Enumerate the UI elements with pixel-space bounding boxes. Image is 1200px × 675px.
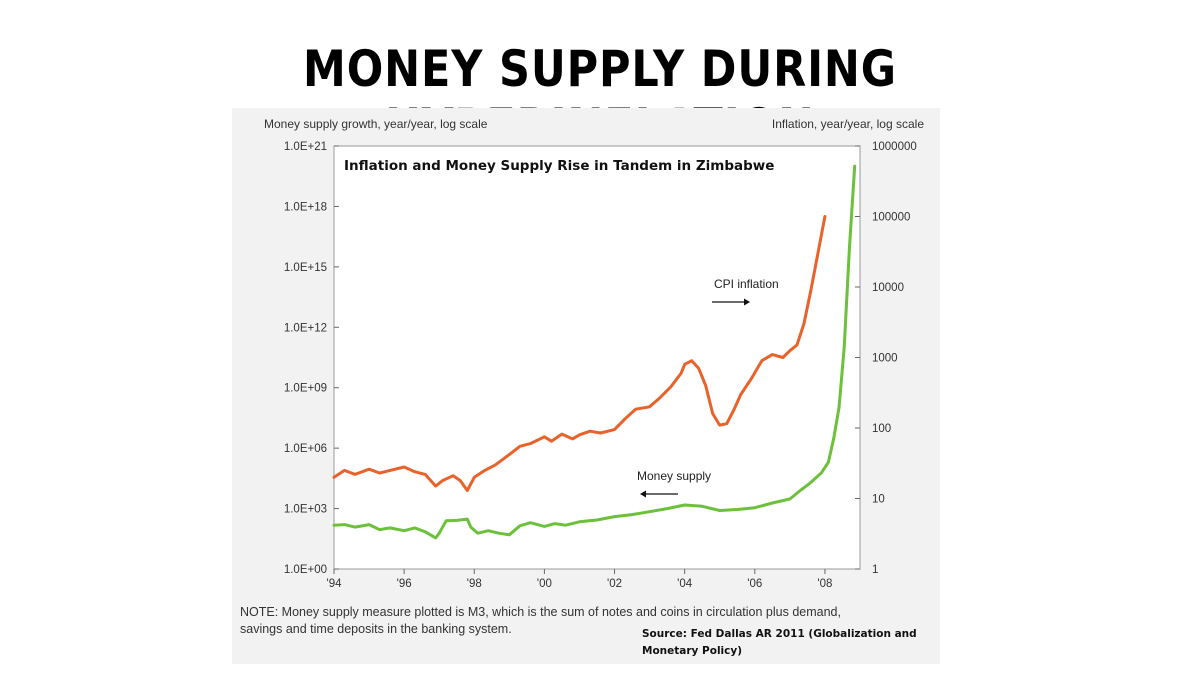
cpi-inflation-line [332,215,827,492]
x-tick-label: '96 [397,578,412,590]
left-tick-label: 1.0E+21 [284,141,327,153]
right-tick-label: 1 [872,564,878,576]
plot-area [333,145,861,570]
right-tick-label: 10000 [872,282,904,294]
left-tick-label: 1.0E+00 [284,564,327,576]
x-tick-label: '06 [747,578,762,590]
right-tick-label: 100000 [872,212,910,224]
x-tick-label: '00 [537,578,552,590]
x-tick-label: '94 [327,578,343,590]
chart-source: Source: Fed Dallas AR 2011 (Globalizatio… [642,628,917,657]
x-tick-label: '02 [607,578,622,590]
money-supply-arrow-icon [640,490,678,498]
money-supply-label: Money supply [637,469,712,483]
left-tick-label: 1.0E+03 [284,504,327,516]
left-tick-label: 1.0E+09 [284,383,327,395]
cpi-inflation-label: CPI inflation [714,277,779,291]
x-tick-label: '04 [677,578,693,590]
x-tick-label: '08 [817,578,832,590]
money-supply-line [332,164,857,540]
chart-title: Inflation and Money Supply Rise in Tande… [344,158,775,174]
left-tick-label: 1.0E+12 [284,322,327,334]
right-tick-label: 10 [872,494,885,506]
left-tick-label: 1.0E+06 [284,443,327,455]
left-axis-label: Money supply growth, year/year, log scal… [264,117,488,131]
left-tick-label: 1.0E+15 [284,262,327,274]
left-tick-label: 1.0E+18 [284,201,327,213]
cpi-arrow-icon [712,298,750,306]
right-tick-label: 1000 [872,353,898,365]
x-tick-label: '98 [467,578,482,590]
right-tick-label: 1000000 [872,141,917,153]
right-axis-label: Inflation, year/year, log scale [771,117,924,131]
chart-note: NOTE: Money supply measure plotted is M3… [240,605,841,636]
right-tick-label: 100 [872,423,891,435]
